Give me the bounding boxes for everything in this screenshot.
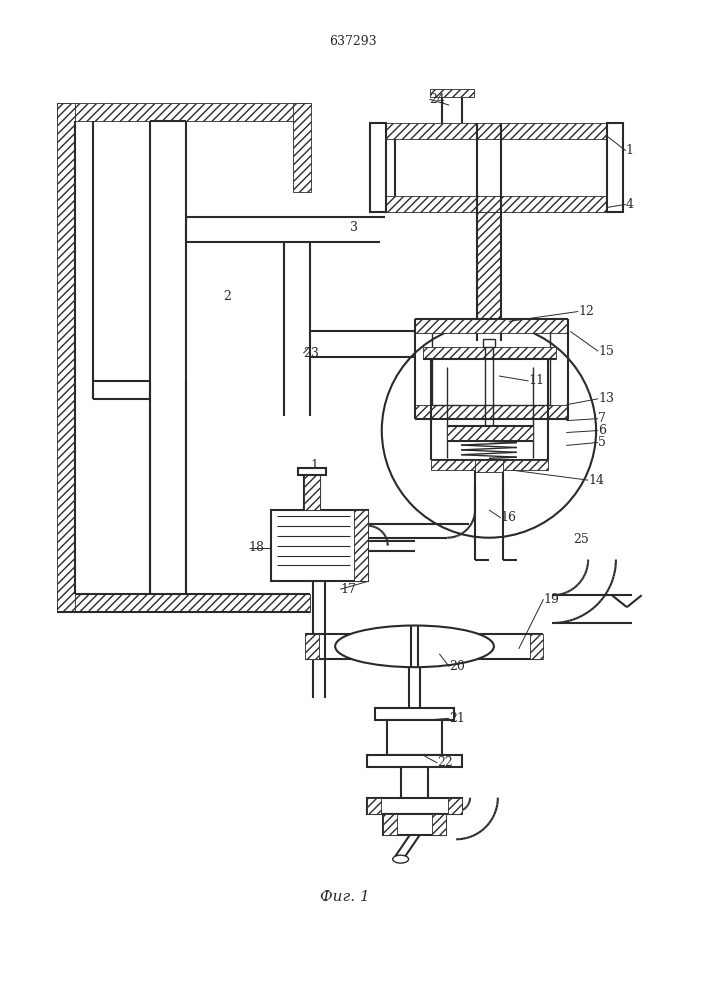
Bar bbox=[367, 798, 381, 814]
Text: 14: 14 bbox=[588, 474, 604, 487]
Bar bbox=[354, 510, 368, 581]
Bar bbox=[375, 708, 454, 720]
Bar bbox=[57, 103, 310, 121]
Bar bbox=[607, 123, 623, 212]
Text: 13: 13 bbox=[598, 392, 614, 405]
Text: 17: 17 bbox=[340, 583, 356, 596]
Bar bbox=[433, 814, 446, 835]
Text: 18: 18 bbox=[249, 541, 265, 554]
Ellipse shape bbox=[335, 626, 494, 667]
Bar bbox=[448, 426, 532, 441]
Bar bbox=[370, 196, 623, 212]
Bar bbox=[477, 212, 501, 341]
Text: 11: 11 bbox=[529, 374, 544, 387]
Bar bbox=[57, 594, 310, 612]
Bar bbox=[293, 103, 311, 192]
Bar bbox=[423, 347, 556, 359]
Text: 21: 21 bbox=[449, 712, 465, 725]
Text: 20: 20 bbox=[449, 660, 465, 673]
Bar bbox=[448, 798, 462, 814]
Bar bbox=[431, 89, 474, 97]
Text: Фиг. 1: Фиг. 1 bbox=[320, 890, 370, 904]
Text: 25: 25 bbox=[573, 533, 589, 546]
Text: 1: 1 bbox=[310, 459, 318, 472]
Text: 19: 19 bbox=[544, 593, 559, 606]
Bar bbox=[305, 468, 320, 510]
Bar bbox=[382, 814, 446, 835]
Text: 15: 15 bbox=[598, 345, 614, 358]
Bar bbox=[305, 634, 320, 659]
Bar bbox=[75, 121, 293, 594]
Text: 16: 16 bbox=[501, 511, 517, 524]
Bar bbox=[367, 798, 462, 814]
Text: 6: 6 bbox=[598, 424, 606, 437]
Bar bbox=[387, 720, 443, 755]
Bar bbox=[530, 634, 544, 659]
Text: 3: 3 bbox=[350, 221, 358, 234]
Bar bbox=[431, 460, 549, 470]
Bar bbox=[414, 319, 568, 333]
Bar bbox=[375, 708, 454, 720]
Bar bbox=[57, 103, 75, 612]
Text: 1: 1 bbox=[626, 144, 634, 157]
Text: 24: 24 bbox=[429, 93, 445, 106]
Text: 22: 22 bbox=[438, 756, 453, 769]
Text: 12: 12 bbox=[578, 305, 594, 318]
Bar bbox=[370, 123, 386, 212]
Bar bbox=[483, 339, 495, 347]
Text: 7: 7 bbox=[598, 412, 606, 425]
Bar bbox=[367, 755, 462, 767]
Bar bbox=[370, 123, 623, 139]
Text: 4: 4 bbox=[626, 198, 634, 211]
Text: 23: 23 bbox=[303, 347, 320, 360]
Bar bbox=[367, 755, 462, 767]
Text: 2: 2 bbox=[223, 290, 231, 303]
Circle shape bbox=[382, 323, 596, 538]
Text: 5: 5 bbox=[598, 436, 606, 449]
Bar bbox=[271, 510, 368, 581]
Bar bbox=[382, 814, 397, 835]
Bar bbox=[414, 405, 568, 419]
Bar bbox=[475, 460, 503, 472]
Text: 637293: 637293 bbox=[329, 35, 377, 48]
Ellipse shape bbox=[392, 855, 409, 863]
Bar bbox=[298, 468, 326, 475]
